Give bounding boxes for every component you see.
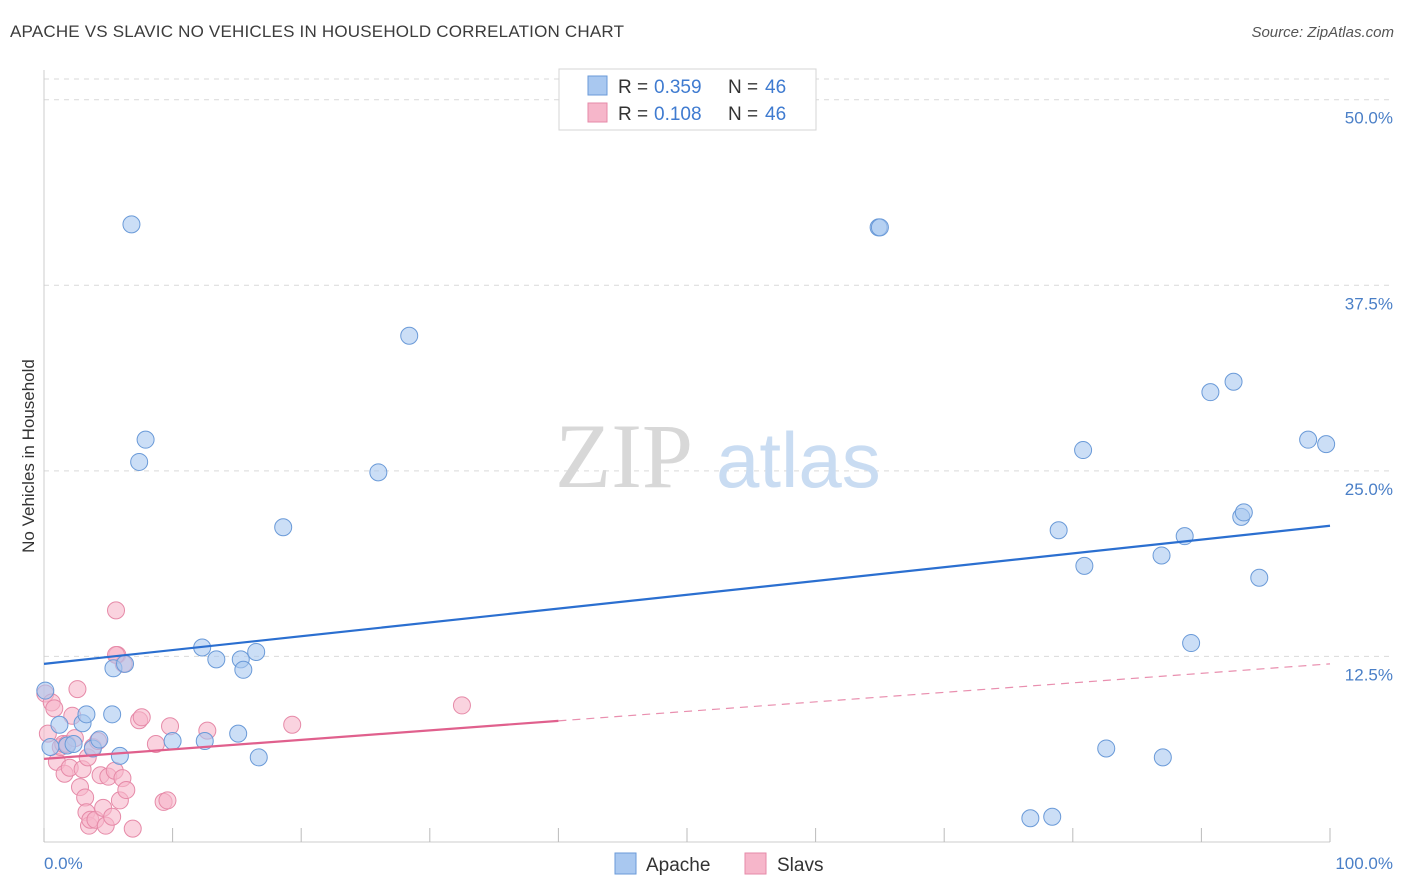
x-tick-label: 0.0% — [44, 854, 83, 873]
apache-point — [103, 705, 122, 724]
watermark-zip: ZIP — [555, 405, 693, 507]
y-tick-label: 25.0% — [1345, 480, 1393, 499]
apache-point — [64, 735, 83, 754]
legend-n-value-apache: 46 — [765, 77, 786, 98]
gridlines — [44, 78, 1392, 657]
slavs-point — [123, 819, 142, 838]
apache-point — [1049, 521, 1068, 540]
apache-point — [116, 654, 135, 673]
trend-lines — [43, 524, 1331, 760]
apache-point — [207, 650, 226, 669]
apache-point — [249, 748, 268, 767]
apache-point — [90, 730, 109, 749]
apache-point — [1224, 372, 1243, 391]
apache-point — [870, 218, 889, 237]
apache-point — [247, 642, 266, 661]
apache-point — [136, 430, 155, 449]
apache-point — [1234, 503, 1253, 522]
apache-point — [1317, 435, 1336, 454]
apache-point — [77, 705, 96, 724]
slavs-point — [132, 708, 151, 727]
x-tick-label: 100.0% — [1335, 854, 1393, 873]
y-tick-label: 37.5% — [1345, 294, 1393, 313]
trend-line-0 — [43, 524, 1331, 665]
slavs-point — [45, 699, 64, 718]
apache-point — [234, 660, 253, 679]
apache-point — [1299, 430, 1318, 449]
tick-labels: 12.5% 25.0% 37.5% 50.0% 0.0% 100.0% — [44, 109, 1393, 873]
axes — [43, 70, 1331, 843]
apache-point — [1075, 556, 1094, 575]
apache-point — [274, 518, 293, 537]
apache-point — [50, 715, 69, 734]
apache-point — [36, 681, 55, 700]
legend-r-label-slavs: R = — [618, 104, 648, 125]
apache-point — [1074, 441, 1093, 460]
slavs-point — [103, 807, 122, 826]
legend-swatch-apache — [587, 75, 608, 96]
y-axis-title: No Vehicles in Household — [19, 359, 38, 553]
series-legend-swatch-apache — [614, 852, 637, 875]
legend-swatch-slavs — [587, 102, 608, 123]
slavs-point — [158, 791, 177, 810]
legend-n-label-slavs: N = — [728, 104, 758, 125]
slavs-point — [68, 680, 87, 699]
legend-r-value-apache: 0.359 — [654, 77, 702, 98]
legend-r-label-apache: R = — [618, 77, 648, 98]
slavs-point — [161, 717, 180, 736]
apache-point — [122, 215, 141, 234]
slavs-point — [117, 781, 136, 800]
apache-point — [1182, 634, 1201, 653]
data-points — [36, 215, 1336, 838]
series-legend-swatch-slavs — [744, 852, 767, 875]
apache-point — [1097, 739, 1116, 758]
slavs-point — [107, 601, 126, 620]
series-legend: Apache Slavs — [614, 852, 823, 876]
chart-title: APACHE VS SLAVIC NO VEHICLES IN HOUSEHOL… — [10, 22, 625, 41]
apache-point — [110, 746, 129, 765]
legend-n-label-apache: N = — [728, 77, 758, 98]
trend-line-1 — [43, 719, 559, 760]
apache-point — [369, 463, 388, 482]
apache-point — [1250, 568, 1269, 587]
y-tick-label: 50.0% — [1345, 109, 1393, 128]
apache-point — [130, 452, 149, 471]
slavs-point — [452, 696, 471, 715]
y-tick-label: 12.5% — [1345, 665, 1393, 684]
apache-point — [1152, 546, 1171, 565]
watermark: ZIP atlas — [555, 405, 881, 507]
apache-point — [1021, 809, 1040, 828]
slavs-point — [283, 715, 302, 734]
legend-r-value-slavs: 0.108 — [654, 104, 702, 125]
apache-point — [400, 326, 419, 345]
apache-point — [41, 737, 60, 756]
apache-point — [1153, 748, 1172, 767]
source-note: Source: ZipAtlas.com — [1251, 24, 1394, 41]
apache-point — [163, 732, 182, 751]
apache-point — [229, 724, 248, 743]
series-legend-label-slavs: Slavs — [777, 855, 823, 876]
legend-n-value-slavs: 46 — [765, 104, 786, 125]
apache-point — [1201, 383, 1220, 402]
watermark-atlas: atlas — [716, 416, 881, 504]
apache-point — [195, 732, 214, 751]
trend-line-extension-1 — [558, 663, 1331, 722]
legend: R = 0.359 N = 46 R = 0.108 N = 46 — [558, 68, 817, 131]
apache-point — [1043, 807, 1062, 826]
series-legend-label-apache: Apache — [646, 855, 710, 876]
